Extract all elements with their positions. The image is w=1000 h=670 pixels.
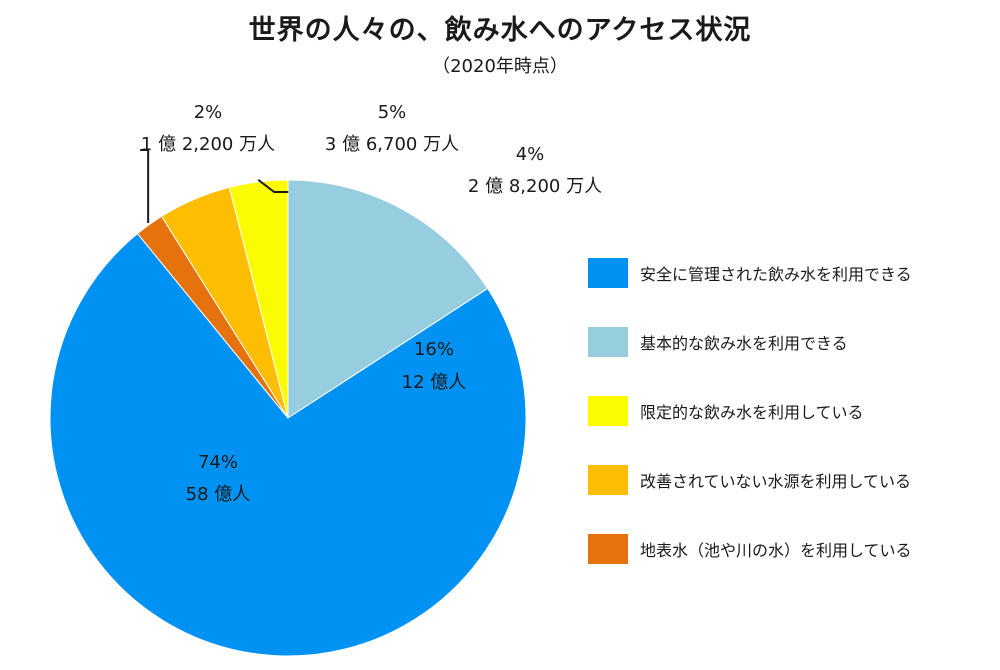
legend-item-unimproved: 改善されていない水源を利用している	[588, 462, 912, 498]
legend-swatch	[588, 534, 628, 564]
data-label-count: 1 億 2,200 万人	[141, 134, 275, 155]
data-label-percent: 2%	[194, 102, 223, 123]
legend-swatch	[588, 396, 628, 426]
legend-item-safe: 安全に管理された飲み水を利用できる	[588, 255, 912, 291]
legend-swatch	[588, 258, 628, 288]
slice-limited	[228, 179, 289, 419]
legend-item-limited: 限定的な飲み水を利用している	[588, 393, 912, 429]
data-label-count: 58 億人	[186, 484, 251, 505]
legend-swatch	[588, 327, 628, 357]
legend-item-surface: 地表水（池や川の水）を利用している	[588, 531, 912, 567]
data-label-percent: 5%	[378, 102, 407, 123]
leader-line	[257, 179, 289, 193]
data-label-count: 12 億人	[402, 372, 467, 393]
chart-subtitle: （2020年時点）	[432, 56, 568, 77]
legend-label: 改善されていない水源を利用している	[640, 472, 912, 491]
data-label-percent: 16%	[414, 339, 454, 360]
leader-line	[140, 149, 150, 223]
legend: 安全に管理された飲み水を利用できる 基本的な飲み水を利用できる 限定的な飲み水を…	[588, 255, 912, 600]
data-label-percent: 4%	[516, 144, 545, 165]
chart-title: 世界の人々の、飲み水へのアクセス状況	[248, 15, 752, 46]
legend-swatch	[588, 465, 628, 495]
legend-label: 地表水（池や川の水）を利用している	[640, 541, 912, 560]
data-label-percent: 74%	[198, 452, 238, 473]
slice-basic	[287, 179, 489, 419]
legend-label: 限定的な飲み水を利用している	[640, 403, 864, 422]
legend-label: 基本的な飲み水を利用できる	[640, 334, 848, 353]
legend-item-basic: 基本的な飲み水を利用できる	[588, 324, 912, 360]
legend-label: 安全に管理された飲み水を利用できる	[640, 265, 912, 284]
data-label-count: 3 億 6,700 万人	[325, 134, 459, 155]
data-label-count: 2 億 8,200 万人	[468, 176, 602, 197]
slice-safe	[49, 232, 527, 657]
